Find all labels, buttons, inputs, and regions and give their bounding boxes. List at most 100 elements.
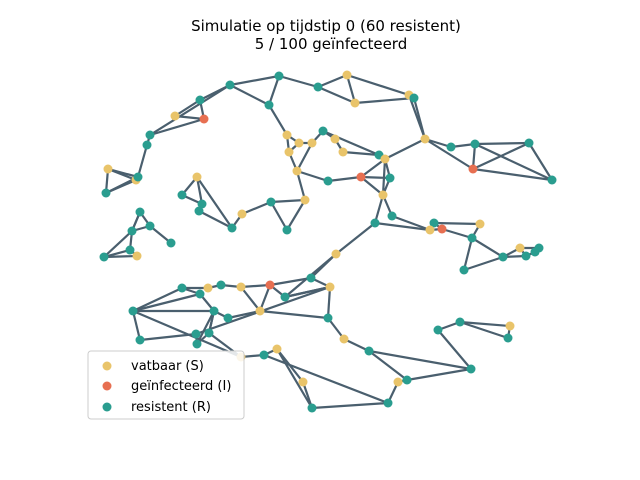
node-resistant bbox=[313, 82, 323, 92]
node-resistant bbox=[466, 364, 476, 374]
legend-label-susceptible: vatbaar (S) bbox=[131, 359, 204, 374]
network-edge bbox=[441, 227, 473, 240]
node-resistant bbox=[498, 252, 508, 262]
node-resistant bbox=[216, 280, 226, 290]
network-edge bbox=[345, 74, 357, 104]
network-edge bbox=[286, 199, 306, 231]
network-edge bbox=[354, 96, 415, 105]
node-susceptible bbox=[331, 249, 341, 259]
node-infected bbox=[437, 224, 447, 234]
node-susceptible bbox=[255, 306, 265, 316]
node-susceptible bbox=[237, 209, 247, 219]
network-edge bbox=[463, 255, 504, 272]
node-resistant bbox=[503, 333, 513, 343]
legend-box bbox=[87, 350, 245, 420]
node-resistant bbox=[101, 188, 111, 198]
network-edge bbox=[267, 75, 281, 106]
network-edge bbox=[103, 230, 133, 258]
network-edge bbox=[149, 84, 231, 136]
node-resistant bbox=[385, 173, 395, 183]
node-resistant bbox=[135, 335, 145, 345]
network-edge bbox=[322, 129, 380, 157]
node-susceptible bbox=[203, 283, 213, 293]
node-resistant bbox=[135, 207, 145, 217]
network-edge bbox=[259, 309, 329, 320]
node-susceptible bbox=[132, 251, 142, 261]
network-edge bbox=[269, 276, 312, 287]
network-edge bbox=[311, 401, 389, 410]
node-susceptible bbox=[515, 243, 525, 253]
node-resistant bbox=[145, 130, 155, 140]
network-edge bbox=[360, 158, 386, 178]
node-resistant bbox=[227, 223, 237, 233]
node-resistant bbox=[547, 175, 557, 185]
legend: vatbaar (S) geïnfecteerd (I) resistent (… bbox=[87, 350, 245, 420]
node-infected bbox=[265, 280, 275, 290]
node-resistant bbox=[127, 226, 137, 236]
node-susceptible bbox=[350, 98, 360, 108]
node-resistant bbox=[204, 328, 214, 338]
network-edge bbox=[270, 201, 288, 231]
node-susceptible bbox=[272, 344, 282, 354]
network-edge bbox=[374, 221, 431, 232]
network-edge bbox=[368, 350, 408, 381]
node-resistant bbox=[266, 197, 276, 207]
legend-marker-susceptible bbox=[102, 361, 112, 371]
network-edge bbox=[131, 310, 142, 341]
node-susceptible bbox=[292, 166, 302, 176]
node-susceptible bbox=[338, 147, 348, 157]
network-edge bbox=[471, 237, 504, 258]
network-edge bbox=[263, 353, 389, 405]
node-susceptible bbox=[284, 147, 294, 157]
node-susceptible bbox=[393, 377, 403, 387]
network-edge bbox=[198, 210, 233, 229]
node-susceptible bbox=[330, 134, 340, 144]
network-edge bbox=[474, 143, 553, 181]
network-edge bbox=[240, 286, 261, 312]
node-resistant bbox=[409, 93, 419, 103]
network-edge bbox=[196, 176, 233, 229]
node-resistant bbox=[323, 313, 333, 323]
node-susceptible bbox=[380, 154, 390, 164]
network-edge bbox=[381, 158, 387, 196]
node-resistant bbox=[455, 317, 465, 327]
network-edge bbox=[296, 142, 313, 172]
network-edge bbox=[132, 287, 183, 312]
node-resistant bbox=[194, 206, 204, 216]
network-edge bbox=[174, 99, 201, 117]
node-susceptible bbox=[339, 334, 349, 344]
node-susceptible bbox=[282, 130, 292, 140]
node-resistant bbox=[225, 80, 235, 90]
network-edge bbox=[229, 84, 270, 106]
node-resistant bbox=[209, 306, 219, 316]
node-susceptible bbox=[103, 164, 113, 174]
node-susceptible bbox=[170, 111, 180, 121]
network-edge bbox=[424, 138, 474, 170]
legend-marker-resistant bbox=[102, 402, 112, 412]
node-infected bbox=[468, 164, 478, 174]
title-line-1: Simulatie op tijdstip 0 (60 resistent) bbox=[191, 17, 461, 35]
network-edge bbox=[301, 381, 314, 409]
node-resistant bbox=[446, 142, 456, 152]
node-resistant bbox=[99, 252, 109, 262]
node-resistant bbox=[282, 225, 292, 235]
network-edge bbox=[326, 286, 332, 319]
node-resistant bbox=[459, 265, 469, 275]
network-edge bbox=[528, 142, 553, 181]
node-susceptible bbox=[192, 172, 202, 182]
network-edge bbox=[406, 367, 472, 382]
node-resistant bbox=[387, 211, 397, 221]
title-line-2: 5 / 100 geïnfecteerd bbox=[255, 35, 407, 53]
network-edge bbox=[132, 292, 201, 313]
node-resistant bbox=[402, 375, 412, 385]
node-resistant bbox=[280, 292, 290, 302]
network-edge bbox=[149, 117, 205, 137]
node-susceptible bbox=[425, 225, 435, 235]
node-resistant bbox=[142, 140, 152, 150]
node-resistant bbox=[470, 139, 480, 149]
node-resistant bbox=[197, 199, 207, 209]
network-edge bbox=[107, 167, 139, 179]
node-resistant bbox=[306, 273, 316, 283]
node-susceptible bbox=[475, 219, 485, 229]
network-edge bbox=[270, 198, 306, 204]
